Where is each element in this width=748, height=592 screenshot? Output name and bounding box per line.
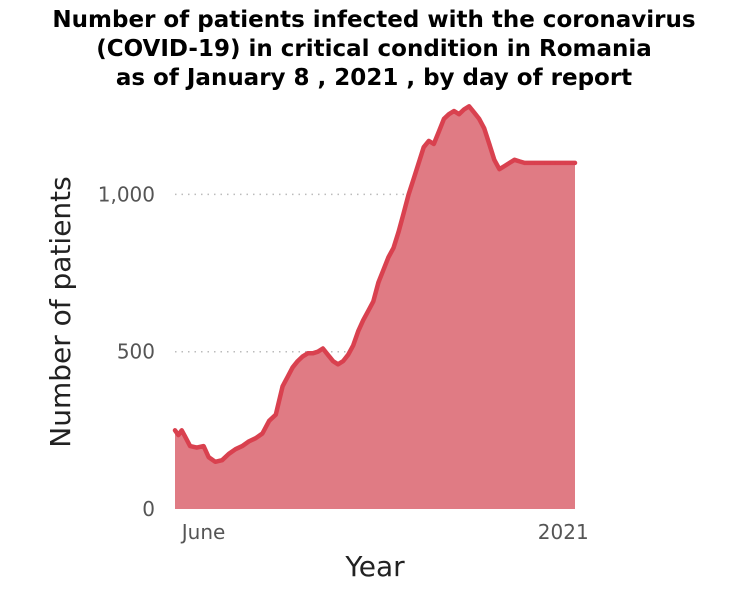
data-point	[569, 162, 571, 164]
data-point	[367, 310, 370, 312]
data-point	[180, 429, 183, 432]
data-point	[254, 437, 257, 440]
data-point	[478, 118, 481, 120]
data-point	[196, 446, 198, 449]
data-point	[397, 231, 400, 233]
x-tick-label: 2021	[538, 520, 589, 544]
data-point	[458, 113, 460, 115]
data-point	[564, 162, 566, 164]
data-point	[296, 360, 299, 362]
data-point	[543, 162, 546, 164]
data-point	[322, 347, 324, 350]
x-axis-label: Year	[344, 550, 405, 583]
data-point	[275, 413, 277, 416]
data-point	[554, 162, 556, 164]
data-point	[412, 177, 415, 180]
data-point	[332, 360, 334, 362]
data-point	[533, 162, 536, 164]
chart-title-line-1: Number of patients infected with the cor…	[52, 7, 696, 33]
data-point	[377, 281, 380, 284]
data-point	[559, 162, 561, 164]
data-point	[468, 105, 470, 108]
data-point	[402, 212, 405, 215]
data-point	[286, 376, 289, 378]
data-point	[362, 319, 365, 322]
x-tick-labels: June 2021	[180, 520, 589, 544]
data-point	[538, 162, 541, 164]
data-point	[508, 162, 511, 164]
data-point	[493, 159, 496, 161]
data-point	[207, 456, 210, 458]
data-point	[382, 269, 385, 271]
data-point	[342, 360, 344, 362]
data-point	[463, 108, 465, 111]
data-point	[352, 344, 355, 347]
data-point	[417, 162, 420, 164]
chart-title: Number of patients infected with the cor…	[0, 6, 748, 93]
data-point	[483, 127, 486, 130]
x-tick-label: June	[180, 520, 226, 544]
data-point	[234, 448, 237, 451]
chart-title-line-3: as of January 8 , 2021 , by day of repor…	[115, 65, 633, 91]
data-point	[428, 140, 430, 142]
data-point	[347, 354, 349, 356]
y-tick-labels: 0 500 1,000	[98, 182, 155, 521]
data-point	[513, 159, 516, 161]
series-group	[172, 104, 578, 510]
data-point	[241, 445, 243, 447]
data-point	[202, 445, 205, 447]
y-axis-label: Number of patients	[44, 176, 77, 448]
data-point	[291, 366, 294, 369]
data-point	[443, 118, 445, 120]
data-point	[407, 193, 410, 196]
data-point	[248, 440, 250, 443]
data-point	[453, 110, 455, 112]
data-point	[357, 330, 360, 333]
data-point	[307, 352, 309, 355]
data-point	[422, 146, 425, 148]
data-point	[528, 162, 531, 164]
data-point	[498, 168, 501, 170]
data-point	[372, 300, 375, 303]
data-point	[228, 453, 230, 455]
series-area	[175, 106, 575, 510]
y-tick-label: 1,000	[98, 182, 155, 206]
data-point	[268, 420, 270, 422]
data-point	[327, 354, 329, 356]
data-point	[523, 162, 526, 164]
data-point	[448, 113, 450, 115]
data-point	[184, 435, 186, 438]
data-point	[488, 143, 491, 145]
data-point	[392, 247, 395, 249]
data-point	[177, 434, 180, 436]
data-point	[503, 165, 506, 167]
y-tick-label: 0	[142, 497, 155, 521]
data-point	[574, 162, 576, 164]
data-point	[337, 363, 339, 366]
data-point	[261, 432, 264, 435]
data-point	[549, 162, 551, 164]
data-point	[301, 355, 304, 358]
data-point	[214, 461, 217, 463]
data-point	[221, 459, 223, 462]
data-point	[438, 130, 440, 133]
data-point	[189, 445, 191, 447]
data-point	[473, 111, 476, 114]
data-point	[174, 429, 176, 432]
data-point	[518, 160, 521, 163]
data-point	[317, 350, 319, 353]
y-tick-label: 500	[117, 340, 155, 364]
chart-title-line-2: (COVID-19) in critical condition in Roma…	[96, 36, 652, 62]
data-point	[433, 143, 435, 145]
data-point	[281, 385, 284, 388]
data-point	[312, 352, 314, 355]
data-point	[387, 256, 390, 259]
